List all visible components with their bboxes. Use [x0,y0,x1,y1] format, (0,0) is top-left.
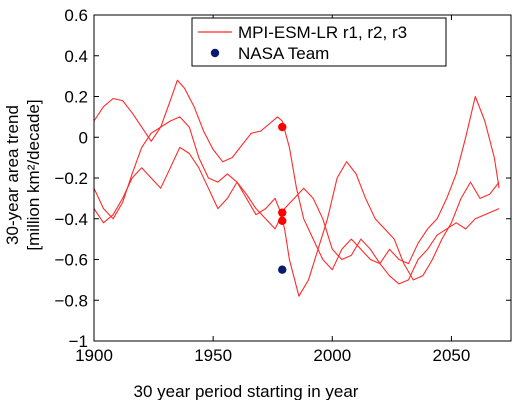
series-layer [93,79,500,297]
x-tick-label-2050: 2050 [433,346,471,365]
y-tick-label-5: 0 [79,128,88,147]
y-axis-label-line1: 30-year area trend [3,105,22,245]
x-tick-label-2000: 2000 [313,346,351,365]
y-tick-label-8: 0.6 [64,6,88,25]
y-tick-label-2: −0.6 [54,251,88,270]
model-run-line-2 [93,116,500,297]
y-tick-label-3: −0.4 [54,210,88,229]
model-point-1 [278,122,287,132]
ticks-layer: 1900 1950 2000 2050 −1 −0.8 −0.6 −0.4 −0.2 0 0.2 0.… [54,6,511,365]
legend-model-label: MPI-ESM-LR r1, r2, r3 [238,23,407,42]
legend-nasa-label: NASA Team [238,44,329,63]
legend: MPI-ESM-LR r1, r2, r3 NASA Team [191,17,447,67]
points-layer [278,122,287,274]
y-tick-label-1: −0.8 [54,291,88,310]
x-axis-label: 30 year period starting in year [134,382,359,400]
model-point-3 [278,216,287,225]
model-run-line-3 [93,146,500,285]
y-tick-label-6: 0.2 [64,88,88,107]
y-axis-label-line2: [million km²/decade] [24,99,43,250]
model-point-2 [278,208,287,217]
x-tick-label-1950: 1950 [194,346,232,365]
y-tick-label-7: 0.4 [64,47,88,66]
x-tick-label-1900: 1900 [75,346,113,365]
nasa-point-1 [278,265,287,274]
legend-nasa-marker [210,48,220,58]
model-run-line-1 [93,79,500,271]
y-tick-label-4: −0.2 [54,169,88,188]
y-tick-label-0: −1 [69,332,88,351]
legend-box [191,17,447,67]
